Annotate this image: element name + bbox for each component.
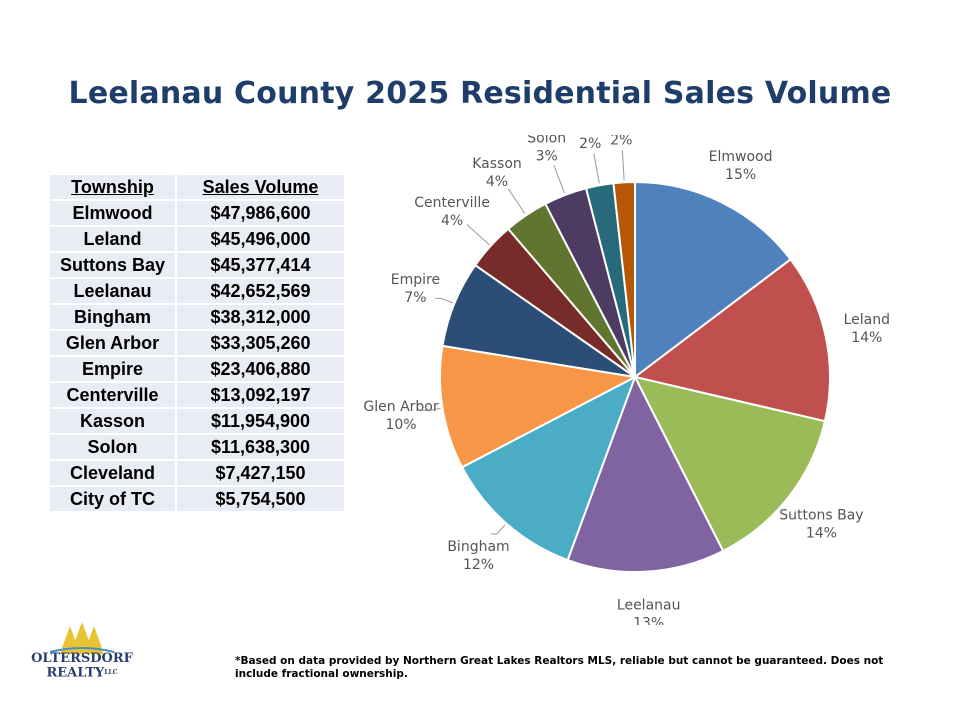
sales-volume-cell: $11,954,900 — [175, 407, 346, 435]
table-row: Elmwood $47,986,600 — [48, 199, 346, 227]
slice-label-percent: 2% — [579, 136, 601, 152]
township-cell: Solon — [48, 433, 177, 461]
slice-label: Solon 3% — [527, 135, 566, 164]
realty-logo-text: OLTERSDORF REALTYLLC — [22, 652, 142, 681]
township-cell: Leelanau — [48, 277, 177, 305]
table-row: Suttons Bay $45,377,414 — [48, 251, 346, 279]
slice-label-percent: 3% — [536, 148, 558, 164]
township-cell: Bingham — [48, 303, 177, 331]
sales-volume-cell: $33,305,260 — [175, 329, 346, 357]
slice-label: Suttons Bay 14% — [779, 507, 863, 541]
slice-label: Glen Arbor 10% — [363, 399, 438, 433]
slice-label-percent: 7% — [404, 290, 426, 306]
slice-label: Leelanau 13% — [617, 598, 681, 625]
township-cell: Suttons Bay — [48, 251, 177, 279]
slice-label: Kasson 4% — [472, 156, 522, 190]
slice-label-name: Elmwood — [709, 149, 773, 165]
pie-slice-glen-arbor — [439, 344, 639, 469]
leader-line — [507, 188, 526, 214]
leader-line — [553, 164, 565, 194]
slice-label-name: Bingham — [447, 539, 509, 555]
slice-label-percent: 15% — [725, 167, 756, 183]
leader-line — [593, 153, 600, 184]
pie-slice-leland — [632, 258, 831, 423]
sales-volume-cell: $38,312,000 — [175, 303, 346, 331]
table-row: Kasson $11,954,900 — [48, 407, 346, 435]
table-row: Leland $45,496,000 — [48, 225, 346, 253]
slice-label-name: Kasson — [472, 156, 522, 172]
slice-label-percent: 12% — [463, 557, 494, 573]
slice-label-name: Centerville — [414, 195, 490, 211]
slice-label-name: Glen Arbor — [363, 399, 438, 415]
pie-slice-elmwood — [634, 180, 792, 380]
slice-label-percent: 10% — [385, 417, 416, 433]
sales-volume-cell: $42,652,569 — [175, 277, 346, 305]
slice-label-name: Empire — [391, 272, 440, 288]
leader-line — [466, 224, 490, 245]
pie-chart: Elmwood 15% Leland 14% Suttons Bay 14% Leelana… — [363, 135, 890, 625]
township-cell: Centerville — [48, 381, 177, 409]
table-row: Solon $11,638,300 — [48, 433, 346, 461]
table-row: City of TC $5,754,500 — [48, 485, 346, 513]
township-cell: Empire — [48, 355, 177, 383]
slice-label-name: Solon — [527, 135, 566, 146]
slice-label: Bingham 12% — [447, 539, 509, 573]
table-row: Empire $23,406,880 — [48, 355, 346, 383]
slice-label-name: Leelanau — [617, 598, 681, 614]
footnote: *Based on data provided by Northern Grea… — [235, 655, 884, 680]
realty-logo-trees-icon — [49, 622, 115, 654]
table-row: Centerville $13,092,197 — [48, 381, 346, 409]
logo-name-line1: OLTERSDORF — [31, 651, 133, 666]
slice-label-percent: 4% — [486, 174, 508, 190]
table-header-row: Township Sales Volume — [48, 173, 346, 201]
table-row: Glen Arbor $33,305,260 — [48, 329, 346, 357]
township-cell: City of TC — [48, 485, 177, 513]
table-row: Cleveland $7,427,150 — [48, 459, 346, 487]
slice-label: City of TC2% — [588, 135, 656, 148]
slice-label-name: Suttons Bay — [779, 507, 863, 523]
township-cell: Leland — [48, 225, 177, 253]
slice-label: Empire 7% — [391, 272, 440, 306]
leader-line — [435, 297, 453, 304]
sales-volume-cell: $11,638,300 — [175, 433, 346, 461]
pie-slice-city-of-tc — [612, 180, 636, 378]
township-cell: Cleveland — [48, 459, 177, 487]
slice-label-percent: 14% — [851, 330, 882, 346]
slice-label: Leland 14% — [844, 312, 890, 346]
pie-slice-bingham — [460, 374, 637, 562]
pie-slice-suttons-bay — [633, 375, 827, 553]
township-cell: Glen Arbor — [48, 329, 177, 357]
slice-label: Elmwood 15% — [709, 149, 773, 183]
sales-volume-cell: $47,986,600 — [175, 199, 346, 227]
slice-label-percent: 14% — [806, 525, 837, 541]
slice-label: Cleveland2% — [555, 135, 624, 152]
township-cell: Elmwood — [48, 199, 177, 227]
sales-table: Township Sales Volume Elmwood $47,986,600… — [48, 173, 346, 513]
slice-label-percent: 4% — [441, 213, 463, 229]
leader-line — [491, 524, 506, 535]
table-row: Leelanau $42,652,569 — [48, 277, 346, 305]
header-sales-volume: Sales Volume — [175, 173, 346, 201]
logo-name-line2: REALTYLLC — [46, 665, 118, 681]
sales-volume-cell: $7,427,150 — [175, 459, 346, 487]
slice-label-percent: 2% — [610, 135, 632, 148]
sales-volume-cell: $13,092,197 — [175, 381, 346, 409]
slice-label: Centerville 4% — [414, 195, 490, 229]
slice-label-name: Leland — [844, 312, 890, 328]
slice-label-percent: 13% — [633, 616, 664, 625]
sales-volume-cell: $5,754,500 — [175, 485, 346, 513]
sales-volume-cell: $45,496,000 — [175, 225, 346, 253]
township-cell: Kasson — [48, 407, 177, 435]
page-title: Leelanau County 2025 Residential Sales V… — [68, 76, 892, 111]
table-row: Bingham $38,312,000 — [48, 303, 346, 331]
leader-line — [422, 407, 441, 411]
sales-volume-cell: $45,377,414 — [175, 251, 346, 279]
leader-line — [621, 150, 625, 181]
pie-slice-leelanau — [566, 374, 725, 573]
sales-volume-cell: $23,406,880 — [175, 355, 346, 383]
header-township: Township — [48, 173, 177, 201]
